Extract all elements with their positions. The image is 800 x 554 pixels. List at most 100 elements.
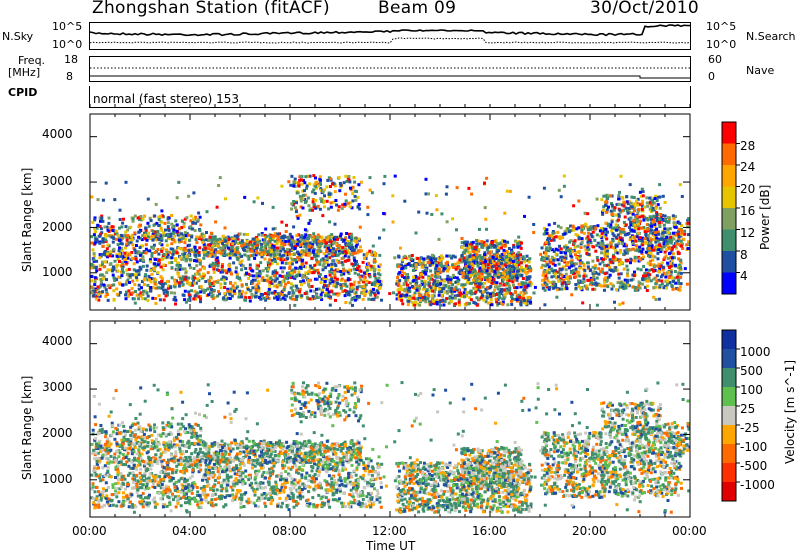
- heatmap-cell: [311, 198, 315, 201]
- heatmap-cell: [677, 227, 681, 231]
- heatmap-cell: [298, 290, 302, 294]
- heatmap-cell: [177, 275, 181, 279]
- heatmap-cell: [330, 265, 334, 269]
- heatmap-cell: [631, 235, 635, 239]
- heatmap-cell: [523, 285, 527, 289]
- heatmap-cell: [223, 269, 227, 273]
- heatmap-cell: [99, 284, 103, 288]
- heatmap-cell: [336, 281, 340, 285]
- heatmap-cell: [591, 259, 595, 263]
- heatmap-cell: [485, 248, 489, 252]
- heatmap-cell: [426, 291, 430, 295]
- heatmap-cell: [643, 230, 647, 234]
- heatmap-cell: [322, 262, 326, 266]
- heatmap-cell: [651, 199, 655, 203]
- heatmap-cell: [292, 291, 296, 295]
- heatmap-cell: [497, 302, 501, 305]
- heatmap-cell: [490, 281, 494, 285]
- heatmap-cell: [303, 265, 307, 269]
- heatmap-cell: [255, 283, 259, 287]
- heatmap-cell: [551, 269, 555, 273]
- heatmap-cell: [117, 236, 121, 240]
- heatmap-cell: [364, 257, 368, 260]
- heatmap-cell: [498, 284, 502, 288]
- heatmap-cell: [331, 280, 335, 284]
- heatmap-cell: [198, 215, 202, 219]
- heatmap-cell: [453, 294, 457, 298]
- heatmap-cell: [223, 276, 227, 280]
- heatmap-cell: [135, 276, 139, 280]
- heatmap-cell: [595, 256, 599, 259]
- heatmap-cell: [268, 233, 272, 237]
- heatmap-cell: [609, 223, 613, 227]
- heatmap-cell: [101, 219, 105, 223]
- heatmap-cell: [552, 250, 556, 253]
- heatmap-cell: [338, 189, 342, 193]
- heatmap-cell: [110, 225, 114, 229]
- heatmap-cell: [469, 289, 473, 293]
- heatmap-cell: [343, 294, 347, 298]
- heatmap-cell: [188, 282, 192, 286]
- heatmap-cell: [318, 262, 322, 266]
- heatmap-cell: [625, 200, 629, 204]
- heatmap-cell: [144, 226, 148, 230]
- heatmap-cell: [617, 194, 621, 198]
- heatmap-cell: [137, 225, 141, 229]
- heatmap-cell: [351, 192, 355, 196]
- heatmap-cell: [529, 300, 532, 304]
- heatmap-cell: [549, 281, 553, 285]
- heatmap-cell: [519, 285, 523, 289]
- heatmap-cell: [678, 285, 682, 289]
- heatmap-cell: [522, 299, 526, 302]
- heatmap-cell: [449, 299, 453, 303]
- heatmap-cell: [475, 278, 479, 282]
- heatmap-cell: [659, 263, 663, 267]
- heatmap-cell: [416, 257, 420, 260]
- heatmap-cell: [125, 280, 128, 284]
- heatmap-cell: [323, 194, 326, 198]
- heatmap-cell: [490, 260, 494, 263]
- heatmap-cell: [520, 273, 524, 277]
- heatmap-cell: [516, 260, 520, 264]
- heatmap-cell: [455, 288, 459, 292]
- heatmap-cell: [347, 255, 351, 259]
- heatmap-cell: [124, 297, 128, 301]
- heatmap-cell: [183, 252, 187, 256]
- heatmap-cell: [492, 253, 496, 257]
- heatmap-cell: [559, 268, 563, 272]
- heatmap-cell: [202, 242, 206, 246]
- heatmap-cell: [575, 250, 579, 254]
- heatmap-cell: [626, 283, 630, 287]
- heatmap-cell: [510, 255, 514, 259]
- heatmap-cell: [145, 268, 149, 272]
- heatmap-cell: [669, 235, 673, 239]
- heatmap-cell: [359, 180, 363, 184]
- heatmap-cell: [678, 243, 682, 247]
- heatmap-cell: [632, 196, 636, 199]
- heatmap-cell: [647, 248, 651, 252]
- heatmap-cell: [339, 273, 343, 277]
- heatmap-cell: [649, 251, 653, 255]
- heatmap-cell: [440, 257, 444, 261]
- heatmap-cell: [142, 289, 145, 293]
- heatmap-cell: [157, 252, 161, 256]
- heatmap-cell: [336, 235, 339, 239]
- heatmap-cell: [215, 205, 219, 209]
- heatmap-cell: [185, 280, 189, 283]
- heatmap-cell: [145, 238, 149, 242]
- heatmap-cell: [575, 227, 579, 231]
- heatmap-cell: [495, 285, 499, 289]
- heatmap-cell: [659, 216, 663, 220]
- heatmap-cell: [208, 253, 212, 257]
- heatmap-cell: [137, 297, 141, 301]
- heatmap-cell: [191, 281, 195, 285]
- heatmap-cell: [643, 271, 647, 275]
- heatmap-cell: [298, 179, 302, 183]
- heatmap-cell: [599, 243, 603, 247]
- heatmap-cell: [635, 287, 639, 291]
- heatmap-cell: [207, 293, 211, 297]
- heatmap-cell: [475, 255, 479, 259]
- heatmap-cell: [181, 275, 185, 279]
- heatmap-cell: [437, 275, 441, 279]
- heatmap-cell: [651, 248, 655, 252]
